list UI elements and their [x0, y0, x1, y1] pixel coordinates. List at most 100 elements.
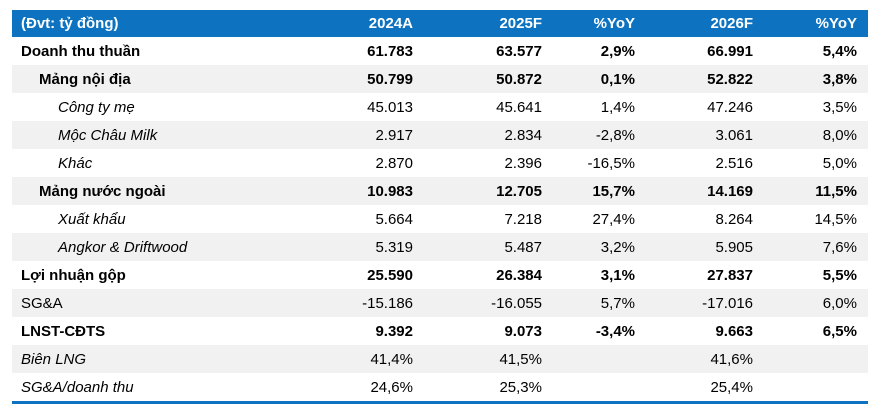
cell-2026f: 3.061 — [635, 121, 753, 149]
cell-yoy-1: -2,8% — [542, 121, 635, 149]
table-row-moc-chau-milk: Mộc Châu Milk 2.917 2.834 -2,8% 3.061 8,… — [12, 121, 868, 149]
cell-2025f: 45.641 — [496, 98, 542, 116]
cell-yoy-2: 5,5% — [822, 266, 857, 284]
cell-2026f: 27.837 — [707, 266, 753, 284]
cell-2025f: 2.834 — [413, 121, 542, 149]
row-label: Mảng nước ngoài — [12, 177, 292, 205]
cell-yoy-1: -16,5% — [587, 154, 635, 172]
cell-2024a: 2.917 — [292, 121, 413, 149]
cell-yoy-2: 5,4% — [822, 42, 857, 60]
cell-yoy-1: 1,4% — [600, 98, 635, 116]
table-row-other: Khác 2.870 2.396 -16,5% 2.516 5,0% — [12, 149, 868, 177]
row-label: Mảng nội địa — [12, 65, 292, 93]
financial-forecast-table: (Đvt: tỷ đồng) 2024A 2025F %YoY 2026F %Y… — [12, 10, 868, 404]
col-header-yoy-1: %YoY — [542, 10, 635, 37]
cell-2024a: 41,4% — [292, 345, 413, 373]
row-label: Biên LNG — [12, 345, 292, 373]
row-label: SG&A/doanh thu — [21, 378, 134, 396]
cell-2025f: 9.073 — [504, 322, 542, 340]
cell-2025f: -16.055 — [413, 289, 542, 317]
col-header-2026f: 2026F — [635, 10, 753, 37]
cell-2024a: 24,6% — [370, 378, 413, 396]
row-label: Xuất khẩu — [58, 210, 126, 228]
cell-2026f: 8.264 — [715, 210, 753, 228]
cell-yoy-2: 5,0% — [822, 154, 857, 172]
cell-yoy-1: 3,1% — [600, 266, 635, 284]
row-label: Doanh thu thuần — [21, 42, 141, 60]
cell-yoy-1: -3,4% — [595, 322, 635, 340]
col-header-2024a: 2024A — [292, 10, 413, 37]
table-row-foreign-segment: Mảng nước ngoài 10.983 12.705 15,7% 14.1… — [12, 177, 868, 205]
cell-2025f: 12.705 — [413, 177, 542, 205]
cell-2025f: 2.396 — [504, 154, 542, 172]
cell-2024a: 5.319 — [292, 233, 413, 261]
row-label: Lợi nhuận gộp — [21, 266, 126, 284]
cell-yoy-2 — [753, 345, 868, 373]
cell-2026f: 14.169 — [635, 177, 753, 205]
cell-2026f: 2.516 — [715, 154, 753, 172]
cell-yoy-1: 15,7% — [542, 177, 635, 205]
row-label: Công ty mẹ — [58, 98, 135, 116]
cell-yoy-1 — [542, 373, 635, 403]
cell-2026f: 9.663 — [715, 322, 753, 340]
cell-2025f: 41,5% — [413, 345, 542, 373]
cell-2024a: 50.799 — [292, 65, 413, 93]
table-row-gross-profit: Lợi nhuận gộp 25.590 26.384 3,1% 27.837 … — [12, 261, 868, 289]
row-label: LNST-CĐTS — [21, 322, 106, 340]
cell-yoy-2: 6,5% — [822, 322, 857, 340]
cell-yoy-2: 3,8% — [753, 65, 868, 93]
cell-2025f: 5.487 — [413, 233, 542, 261]
row-label: Angkor & Driftwood — [12, 233, 292, 261]
cell-yoy-2: 3,5% — [822, 98, 857, 116]
cell-2024a: 2.870 — [375, 154, 413, 172]
cell-2025f: 7.218 — [504, 210, 542, 228]
cell-2026f: -17.016 — [635, 289, 753, 317]
cell-2024a: 45.013 — [367, 98, 413, 116]
header-row: (Đvt: tỷ đồng) 2024A 2025F %YoY 2026F %Y… — [12, 10, 868, 37]
cell-2026f: 5.905 — [635, 233, 753, 261]
cell-yoy-1: 27,4% — [592, 210, 635, 228]
cell-yoy-2: 14,5% — [814, 210, 857, 228]
cell-yoy-1: 3,2% — [542, 233, 635, 261]
cell-2024a: 10.983 — [292, 177, 413, 205]
cell-yoy-1 — [542, 345, 635, 373]
table-row-export: Xuất khẩu 5.664 7.218 27,4% 8.264 14,5% — [12, 205, 868, 233]
cell-2025f: 25,3% — [499, 378, 542, 396]
col-header-yoy-2: %YoY — [753, 10, 868, 37]
cell-yoy-2: 8,0% — [753, 121, 868, 149]
table-row-gross-margin: Biên LNG 41,4% 41,5% 41,6% — [12, 345, 868, 373]
row-label: Mộc Châu Milk — [12, 121, 292, 149]
cell-2024a: 9.392 — [375, 322, 413, 340]
cell-yoy-2: 6,0% — [753, 289, 868, 317]
cell-yoy-2: 7,6% — [753, 233, 868, 261]
cell-2026f: 47.246 — [707, 98, 753, 116]
table-row-sga: SG&A -15.186 -16.055 5,7% -17.016 6,0% — [12, 289, 868, 317]
cell-2026f: 25,4% — [710, 378, 753, 396]
cell-yoy-1: 2,9% — [600, 42, 635, 60]
unit-label: (Đvt: tỷ đồng) — [12, 10, 292, 37]
row-label: Khác — [58, 154, 93, 172]
cell-2025f: 63.577 — [496, 42, 542, 60]
cell-2024a: 5.664 — [375, 210, 413, 228]
table-row-sga-to-revenue: SG&A/doanh thu 24,6% 25,3% 25,4% — [12, 373, 868, 403]
col-header-2025f: 2025F — [413, 10, 542, 37]
cell-2026f: 52.822 — [635, 65, 753, 93]
cell-2026f: 66.991 — [707, 42, 753, 60]
cell-yoy-2: 11,5% — [753, 177, 868, 205]
table-row-domestic-segment: Mảng nội địa 50.799 50.872 0,1% 52.822 3… — [12, 65, 868, 93]
table-row-parent-company: Công ty mẹ 45.013 45.641 1,4% 47.246 3,5… — [12, 93, 868, 121]
table-row-net-revenue: Doanh thu thuần 61.783 63.577 2,9% 66.99… — [12, 37, 868, 65]
cell-2025f: 26.384 — [496, 266, 542, 284]
cell-yoy-2 — [753, 373, 868, 403]
financial-forecast-table-container: (Đvt: tỷ đồng) 2024A 2025F %YoY 2026F %Y… — [12, 10, 868, 404]
cell-yoy-1: 0,1% — [542, 65, 635, 93]
cell-2024a: 61.783 — [367, 42, 413, 60]
row-label: SG&A — [12, 289, 292, 317]
cell-2025f: 50.872 — [413, 65, 542, 93]
table-row-angkor-driftwood: Angkor & Driftwood 5.319 5.487 3,2% 5.90… — [12, 233, 868, 261]
cell-2024a: -15.186 — [292, 289, 413, 317]
cell-2026f: 41,6% — [635, 345, 753, 373]
table-row-npat-mi: LNST-CĐTS 9.392 9.073 -3,4% 9.663 6,5% — [12, 317, 868, 345]
cell-yoy-1: 5,7% — [542, 289, 635, 317]
cell-2024a: 25.590 — [367, 266, 413, 284]
